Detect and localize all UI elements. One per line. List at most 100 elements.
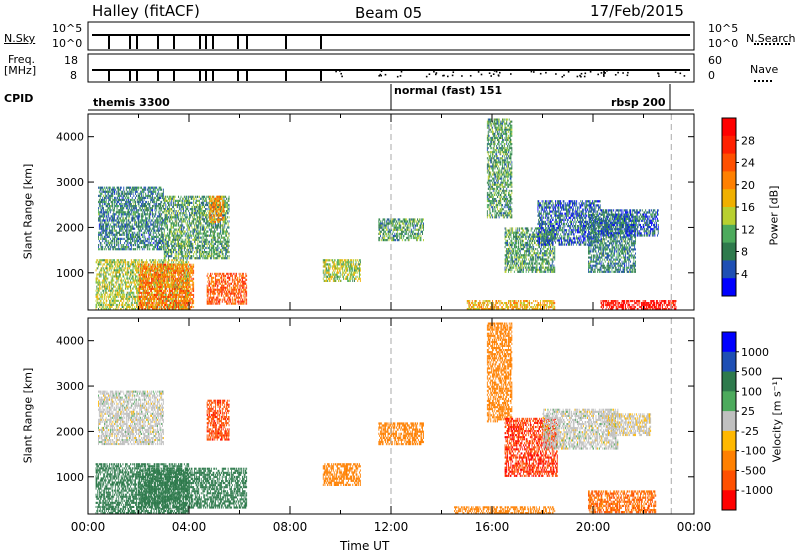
heatmap-cell xyxy=(105,227,107,230)
heatmap-cell xyxy=(160,263,162,266)
heatmap-cell xyxy=(131,237,133,240)
heatmap-cell xyxy=(142,293,144,296)
heatmap-cell xyxy=(98,308,99,311)
heatmap-cell xyxy=(125,301,126,304)
heatmap-cell xyxy=(161,293,163,296)
heatmap-cell xyxy=(128,235,130,238)
heatmap-cell xyxy=(127,233,129,236)
heatmap-cell xyxy=(146,277,148,280)
heatmap-cell xyxy=(120,248,121,251)
heatmap-cell xyxy=(154,261,156,264)
heatmap-cell xyxy=(186,277,188,280)
heatmap-cell xyxy=(125,223,126,226)
heatmap-cell xyxy=(138,287,140,290)
heatmap-cell xyxy=(132,269,134,272)
heatmap-cell xyxy=(157,198,159,202)
heatmap-cell xyxy=(168,305,169,308)
heatmap-cell xyxy=(126,213,128,216)
heatmap-cell xyxy=(130,235,131,238)
heatmap-cell xyxy=(158,273,160,276)
heatmap-cell xyxy=(168,210,170,213)
heatmap-cell xyxy=(119,275,120,278)
heatmap-cell xyxy=(169,287,171,290)
heatmap-cell xyxy=(246,284,248,287)
heatmap-cell xyxy=(163,220,165,223)
heatmap-cell xyxy=(142,304,144,307)
heatmap-cell xyxy=(102,248,104,251)
heatmap-cell xyxy=(151,275,152,278)
heatmap-cell xyxy=(157,263,158,266)
heatmap-cell xyxy=(132,235,134,238)
heatmap-cell xyxy=(158,198,160,202)
heatmap-cell xyxy=(112,279,114,282)
heatmap-cell xyxy=(116,275,118,278)
heatmap-cell xyxy=(226,280,228,283)
heatmap-cell xyxy=(171,275,173,278)
heatmap-cell xyxy=(177,302,179,305)
heatmap-cell xyxy=(164,218,166,221)
heatmap-cell xyxy=(140,186,142,189)
heatmap-cell xyxy=(109,273,110,276)
heatmap-cell xyxy=(104,211,106,214)
heatmap-cell xyxy=(143,196,145,199)
heatmap-cell xyxy=(156,198,158,202)
heatmap-cell xyxy=(142,289,144,292)
heatmap-cell xyxy=(153,215,155,218)
heatmap-cell xyxy=(157,231,159,234)
heatmap-cell xyxy=(131,308,133,311)
heatmap-cell xyxy=(180,295,182,298)
heatmap-cell xyxy=(171,230,173,233)
heatmap-cell xyxy=(236,284,237,287)
heatmap-cell xyxy=(182,283,184,286)
heatmap-cell xyxy=(148,275,150,278)
heatmap-cell xyxy=(155,293,157,296)
heatmap-cell xyxy=(108,203,110,206)
heatmap-cell xyxy=(234,294,236,297)
heatmap-cell xyxy=(208,282,210,285)
heatmap-cell xyxy=(147,219,149,222)
heatmap-cell xyxy=(136,299,138,302)
heatmap-cell xyxy=(117,291,119,294)
heatmap-cell xyxy=(161,295,163,298)
heatmap-cell xyxy=(125,281,126,284)
heatmap-cell xyxy=(166,297,168,300)
heatmap-cell xyxy=(97,283,99,286)
heatmap-cell xyxy=(146,213,147,216)
heatmap-cell xyxy=(174,269,176,272)
heatmap-cell xyxy=(118,209,120,212)
heatmap-cell xyxy=(132,213,134,216)
heatmap-cell xyxy=(141,279,142,282)
heatmap-cell xyxy=(113,190,115,193)
heatmap-cell xyxy=(165,226,167,229)
heatmap-cell xyxy=(113,259,115,262)
heatmap-cell xyxy=(176,297,178,300)
heatmap-cell xyxy=(193,293,195,296)
heatmap-cell xyxy=(106,235,108,238)
heatmap-cell xyxy=(164,212,166,215)
heatmap-cell xyxy=(112,301,114,304)
heatmap-cell xyxy=(185,265,187,268)
heatmap-cell xyxy=(128,203,130,206)
nave-point xyxy=(435,73,437,76)
heatmap-cell xyxy=(180,304,182,307)
heatmap-cell xyxy=(126,299,128,302)
heatmap-cell xyxy=(187,299,189,302)
heatmap-cell xyxy=(172,277,174,280)
heatmap-cell xyxy=(177,269,179,272)
heatmap-cell xyxy=(230,292,232,295)
heatmap-cell xyxy=(172,259,174,262)
heatmap-cell xyxy=(162,211,163,214)
heatmap-cell xyxy=(178,289,180,292)
heatmap-cell xyxy=(212,280,214,283)
heatmap-cell xyxy=(168,295,170,298)
heatmap-cell xyxy=(213,276,215,279)
heatmap-cell xyxy=(152,231,154,234)
heatmap-cell xyxy=(216,278,218,281)
heatmap-cell xyxy=(215,280,216,283)
heatmap-cell xyxy=(133,281,135,284)
heatmap-cell xyxy=(104,248,105,251)
heatmap-cell xyxy=(168,275,170,278)
heatmap-cell xyxy=(233,284,235,287)
heatmap-cell xyxy=(178,302,180,305)
heatmap-cell xyxy=(215,276,216,279)
